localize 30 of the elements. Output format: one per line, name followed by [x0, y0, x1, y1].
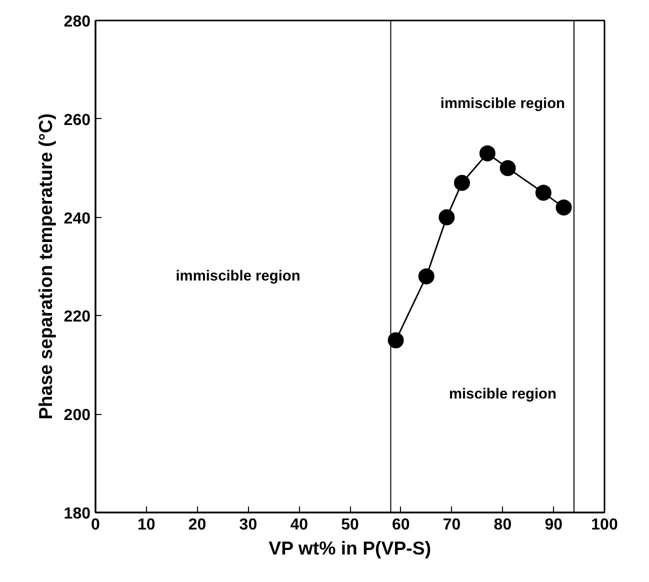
- annotation: miscible region: [448, 386, 556, 402]
- point: [500, 160, 516, 176]
- y-tick-label: 200: [64, 407, 91, 424]
- y-tick-label: 260: [64, 112, 91, 129]
- annotation: immiscible region: [176, 268, 300, 284]
- x-tick-label: 80: [494, 516, 512, 534]
- x-tick-label: 70: [442, 516, 461, 534]
- y-tick-label: 220: [64, 308, 91, 326]
- point: [535, 184, 552, 201]
- x-tick-label: 10: [138, 516, 156, 534]
- x-tick-label: 30: [239, 516, 258, 534]
- point: [438, 209, 455, 226]
- y-tick-label: 240: [64, 210, 91, 228]
- x-tick-label: 100: [591, 516, 618, 534]
- y-tick-label: 180: [64, 506, 91, 522]
- point: [454, 174, 470, 191]
- x-tick-label: 40: [290, 516, 308, 534]
- x-tick-label: 0: [91, 516, 100, 534]
- x-tick-label: 60: [392, 516, 410, 534]
- point: [418, 268, 434, 284]
- point: [388, 332, 404, 348]
- x-tick-label: 50: [341, 516, 359, 534]
- point: [479, 145, 496, 162]
- point: [556, 199, 572, 216]
- y-axis-title: Phase separation temperature (°C): [34, 113, 56, 420]
- x-tick-label: 20: [188, 516, 206, 534]
- x-tick-label: 90: [544, 516, 563, 534]
- annotation: immiscible region: [440, 96, 566, 112]
- y-tick-label: 280: [64, 14, 91, 30]
- x-axis-title: VP wt% in P(VP-S): [268, 538, 432, 558]
